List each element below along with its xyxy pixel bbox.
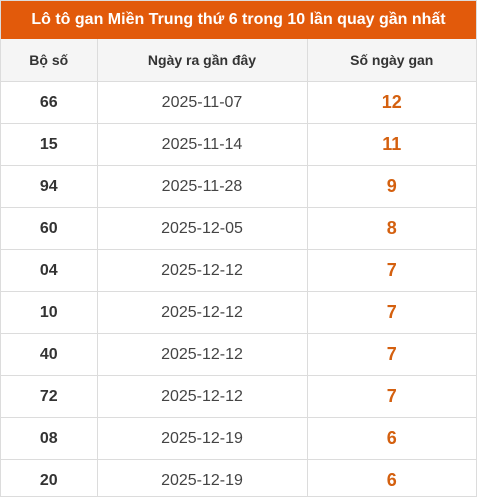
cell-date: 2025-12-12 bbox=[96, 249, 307, 292]
cell-number: 04 bbox=[1, 249, 97, 292]
table-row: 72 2025-12-12 7 bbox=[1, 375, 476, 418]
table-row: 20 2025-12-19 6 bbox=[1, 459, 476, 496]
cell-number: 66 bbox=[1, 81, 97, 124]
table-row: 10 2025-12-12 7 bbox=[1, 291, 476, 334]
table-row: 15 2025-11-14 11 bbox=[1, 123, 476, 166]
column-header-gap-days: Số ngày gan bbox=[306, 39, 476, 82]
cell-date: 2025-12-12 bbox=[96, 375, 307, 418]
cell-gap-days: 8 bbox=[306, 207, 476, 250]
cell-date: 2025-11-07 bbox=[96, 81, 307, 124]
cell-gap-days: 7 bbox=[306, 249, 476, 292]
cell-gap-days: 11 bbox=[306, 123, 476, 166]
table-row: 60 2025-12-05 8 bbox=[1, 207, 476, 250]
cell-number: 08 bbox=[1, 417, 97, 460]
table-row: 04 2025-12-12 7 bbox=[1, 249, 476, 292]
column-header-number: Bộ số bbox=[1, 39, 97, 82]
cell-date: 2025-12-12 bbox=[96, 291, 307, 334]
cell-date: 2025-12-05 bbox=[96, 207, 307, 250]
cell-number: 20 bbox=[1, 459, 97, 496]
cell-gap-days: 6 bbox=[306, 459, 476, 496]
cell-gap-days: 7 bbox=[306, 375, 476, 418]
cell-gap-days: 9 bbox=[306, 165, 476, 208]
cell-date: 2025-11-14 bbox=[96, 123, 307, 166]
cell-gap-days: 12 bbox=[306, 81, 476, 124]
table-row: 08 2025-12-19 6 bbox=[1, 417, 476, 460]
widget-title: Lô tô gan Miền Trung thứ 6 trong 10 lần … bbox=[1, 1, 476, 39]
table-row: 66 2025-11-07 12 bbox=[1, 81, 476, 124]
cell-date: 2025-12-19 bbox=[96, 417, 307, 460]
cell-number: 15 bbox=[1, 123, 97, 166]
column-header-last-date: Ngày ra gần đây bbox=[96, 39, 307, 82]
gan-table: Bộ số Ngày ra gần đây Số ngày gan 66 202… bbox=[1, 39, 476, 496]
cell-gap-days: 7 bbox=[306, 333, 476, 376]
cell-date: 2025-11-28 bbox=[96, 165, 307, 208]
cell-gap-days: 6 bbox=[306, 417, 476, 460]
table-row: 94 2025-11-28 9 bbox=[1, 165, 476, 208]
cell-number: 72 bbox=[1, 375, 97, 418]
cell-date: 2025-12-12 bbox=[96, 333, 307, 376]
cell-number: 94 bbox=[1, 165, 97, 208]
cell-gap-days: 7 bbox=[306, 291, 476, 334]
table-row: 40 2025-12-12 7 bbox=[1, 333, 476, 376]
cell-date: 2025-12-19 bbox=[96, 459, 307, 496]
cell-number: 60 bbox=[1, 207, 97, 250]
cell-number: 10 bbox=[1, 291, 97, 334]
cell-number: 40 bbox=[1, 333, 97, 376]
table-header-row: Bộ số Ngày ra gần đây Số ngày gan bbox=[1, 39, 476, 82]
